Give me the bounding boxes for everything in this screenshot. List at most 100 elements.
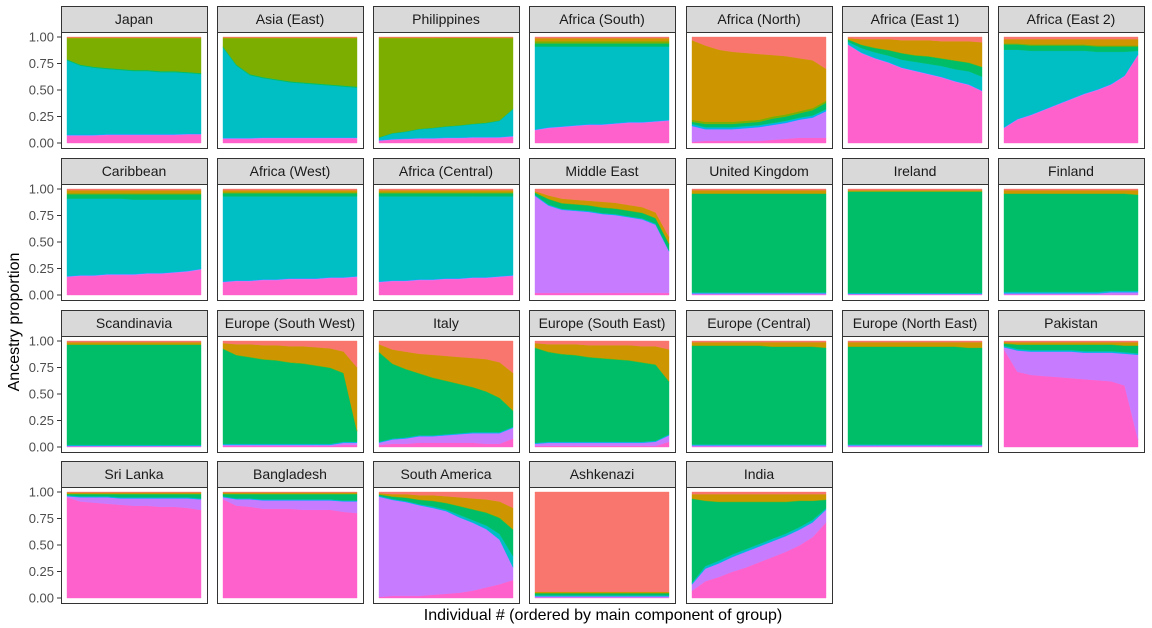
facet-strip [61,6,208,33]
area-c5 [66,198,202,277]
area-c1 [222,188,358,191]
y-axis-row-4: 0.00 0.25 0.50 0.75 1.00 [29,485,61,606]
area-c1 [378,491,514,509]
area-c2 [691,189,827,194]
facet-strip [217,310,364,337]
facet-label: Scandinavia [96,315,172,331]
panel-africa-east-2: Africa (East 2) [998,6,1145,149]
y-tick-label: 0.00 [29,288,54,303]
area-c4 [222,193,358,197]
area-c1 [66,36,202,38]
area-c1 [691,340,827,343]
facet-strip [842,158,989,185]
facet-label: Ashkenazi [570,466,635,482]
panel-border [686,336,833,453]
facet-strip [373,310,520,337]
y-tick-label: 1.00 [29,30,54,45]
panel-border [373,336,520,453]
y-tick-label: 0.25 [29,261,54,276]
panel-caribbean: Caribbean [61,158,208,301]
y-tick-label: 0.00 [29,591,54,606]
facet-strip [61,158,208,185]
area-c8 [66,496,202,599]
panel-europe-south-east: Europe (South East) [529,310,676,453]
facet-label: Europe (South West) [225,315,355,331]
facet-label: Pakistan [1044,315,1098,331]
facet-strip [529,158,676,185]
area-c1 [222,491,358,493]
area-c1 [66,340,202,343]
area-c4 [534,43,670,47]
panel-border [373,487,520,604]
area-c1 [691,188,827,191]
area-c1 [1003,36,1139,40]
facet-label: Africa (South) [559,11,645,27]
y-tick-label: 0.25 [29,564,54,579]
facet-label: Asia (East) [256,11,324,27]
panel-pakistan: Pakistan [998,310,1145,453]
facet-label: South America [400,466,491,482]
area-c1 [534,188,670,237]
area-c8 [534,292,670,296]
area-c8 [222,498,358,599]
area-c1 [847,36,983,43]
panel-finland: Finland [998,158,1145,301]
area-c4 [847,191,983,294]
facet-strip [998,158,1145,185]
panel-border [217,336,364,453]
facet-strip [217,6,364,33]
y-tick-label: 0.50 [29,538,54,553]
facet-label: Africa (North) [717,11,800,27]
area-c1 [847,188,983,191]
area-c1 [691,491,827,495]
facet-strip [529,6,676,33]
area-c5 [222,196,358,282]
facet-label: Europe (South East) [539,315,666,331]
facet-label: Middle East [565,163,638,179]
area-c1 [691,36,827,70]
facet-strip [529,461,676,488]
panel-border [529,32,676,149]
panel-ashkenazi: Ashkenazi [529,461,676,604]
facet-label: United Kingdom [709,163,809,179]
y-axis-row-1: 0.00 0.25 0.50 0.75 1.00 [29,30,61,151]
facet-strip [686,310,833,337]
panel-europe-central: Europe (Central) [686,310,833,453]
area-c2 [378,189,514,193]
facet-label: India [744,466,775,482]
area-c2 [66,341,202,345]
facet-label: Caribbean [102,163,167,179]
panel-border [217,184,364,301]
panel-border [842,32,989,149]
panel-border [217,487,364,604]
panel-border [373,32,520,149]
facet-strip [373,461,520,488]
panel-africa-south: Africa (South) [529,6,676,149]
y-tick-label: 1.00 [29,182,54,197]
facet-label: Africa (Central) [399,163,493,179]
area-c4 [847,346,983,445]
area-c1 [1003,340,1139,343]
y-axis-row-3: 0.00 0.25 0.50 0.75 1.00 [29,334,61,455]
y-tick-label: 0.25 [29,413,54,428]
area-c1 [378,36,514,38]
facet-strip [998,6,1145,33]
facet-label: Japan [115,11,153,27]
area-c4 [66,344,202,446]
area-c5 [534,46,670,130]
panel-border [842,184,989,301]
facet-label: Africa (West) [250,163,331,179]
facet-label: Philippines [412,11,480,27]
area-c2 [691,493,827,502]
y-tick-label: 0.00 [29,136,54,151]
facet-strip [686,6,833,33]
panel-philippines: Philippines [373,6,520,149]
panel-border [217,32,364,149]
facet-strip [373,158,520,185]
panels-layer: Japan Asia (East) Philippines Africa (South… [61,6,1145,604]
y-tick-label: 0.75 [29,208,54,223]
panel-africa-east-1: Africa (East 1) [842,6,989,149]
facet-label: Africa (East 1) [871,11,960,27]
facet-label: Bangladesh [253,466,327,482]
